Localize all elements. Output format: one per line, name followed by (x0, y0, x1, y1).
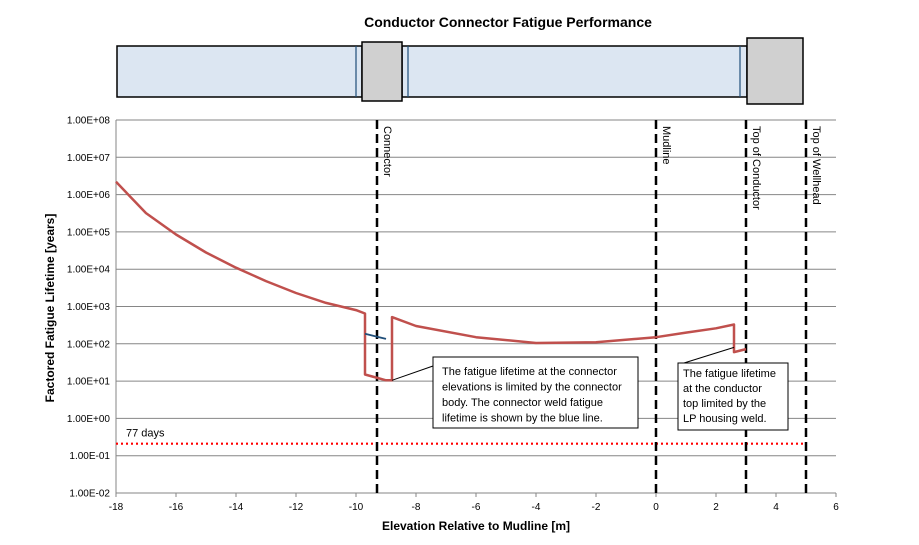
x-tick-label: 4 (773, 502, 779, 513)
vertical-marker-label: Top of Conductor (750, 126, 762, 210)
y-tick-label: 1.00E-02 (69, 489, 110, 500)
conductor-pipe-left (116, 45, 363, 98)
x-tick-label: 2 (713, 502, 719, 513)
wellhead-block (746, 37, 804, 105)
callout-box (432, 356, 639, 429)
conductor-pipe-middle (401, 45, 748, 98)
y-tick-label: 1.00E+04 (67, 265, 111, 276)
reference-label: 77 days (126, 428, 165, 440)
vertical-marker-label: Connector (381, 126, 393, 177)
callout-leader (683, 346, 735, 364)
callout-text: The fatigue lifetime at the connector (442, 366, 617, 378)
y-tick-label: 1.00E+00 (67, 414, 111, 425)
x-tick-label: -18 (109, 502, 124, 513)
y-axis-ticks: 1.00E-02 1.00E-01 1.00E+00 1.00E+01 1.00E+02… (67, 116, 111, 500)
x-tick-label: 6 (833, 502, 839, 513)
callout-text: The fatigue lifetime (683, 368, 776, 380)
callout-box (677, 362, 789, 431)
x-axis-title: Elevation Relative to Mudline [m] (382, 519, 570, 533)
y-tick-label: 1.00E+01 (67, 377, 111, 388)
x-tick-label: 0 (653, 502, 659, 513)
x-tick-label: -4 (532, 502, 541, 513)
fatigue-curve (115, 180, 747, 382)
x-tick-label: -8 (412, 502, 421, 513)
y-axis-title: Factored Fatigue Lifetime [years] (43, 214, 57, 403)
callout-text: elevations is limited by the connector (442, 382, 622, 394)
weld-fatigue-curve (364, 332, 387, 340)
x-tick-label: -6 (472, 502, 481, 513)
callout-text: body. The connector weld fatigue (442, 397, 603, 409)
vertical-marker-label: Top of Wellhead (810, 126, 822, 205)
y-tick-label: 1.00E+06 (67, 190, 111, 201)
x-tick-label: -16 (169, 502, 184, 513)
chart-title: Conductor Connector Fatigue Performance (364, 14, 652, 30)
y-tick-label: 1.00E-01 (69, 451, 110, 462)
y-tick-label: 1.00E+02 (67, 339, 111, 350)
x-tick-label: -14 (229, 502, 244, 513)
callout-text: top limited by the (683, 398, 766, 410)
connector-block (361, 41, 403, 102)
reference-line-group: 77 days (116, 428, 806, 445)
x-axis-ticks: -18 -16 -14 -12 -10 -8 -6 -4 -2 0 2 4 6 (109, 493, 839, 513)
vertical-markers: Connector Mudline Top of Conductor Top of W… (375, 120, 822, 493)
callout-text: LP housing weld. (683, 413, 767, 425)
y-tick-label: 1.00E+05 (67, 227, 111, 238)
annotation-callouts: The fatigue lifetime at the connector ele… (391, 346, 789, 431)
callout-text: lifetime is shown by the blue line. (442, 413, 603, 425)
y-tick-label: 1.00E+07 (67, 153, 111, 164)
x-tick-label: -12 (289, 502, 304, 513)
y-tick-label: 1.00E+03 (67, 302, 111, 313)
x-tick-label: -10 (349, 502, 364, 513)
conductor-schematic (116, 37, 804, 105)
vertical-marker-label: Mudline (660, 126, 672, 165)
grid-lines (115, 119, 836, 494)
x-tick-label: -2 (592, 502, 601, 513)
data-series (115, 180, 747, 382)
callout-leader (391, 365, 434, 381)
y-tick-label: 1.00E+08 (67, 116, 111, 127)
callout-text: at the conductor (683, 383, 762, 395)
